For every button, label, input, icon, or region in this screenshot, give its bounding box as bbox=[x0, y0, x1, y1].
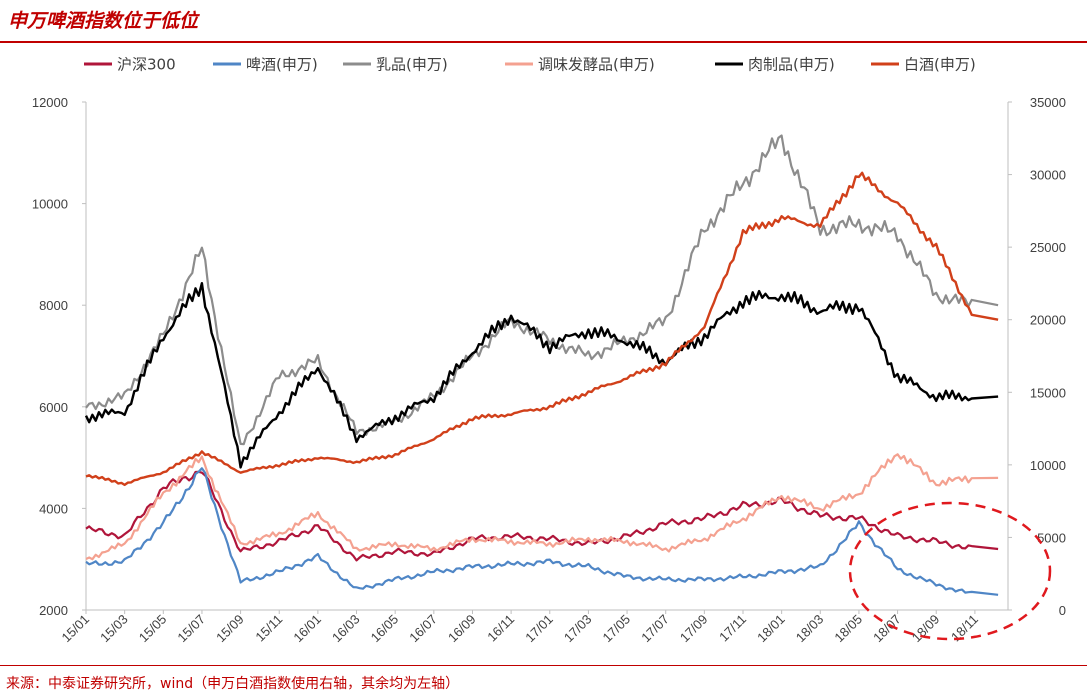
right-tick-label: 10000 bbox=[1030, 458, 1066, 473]
x-tick-label: 18/01 bbox=[754, 612, 788, 646]
legend-label: 啤酒(申万) bbox=[246, 56, 318, 74]
right-tick-label: 15000 bbox=[1030, 385, 1066, 400]
x-tick-label: 17/09 bbox=[677, 612, 711, 646]
x-tick-label: 16/11 bbox=[484, 612, 517, 645]
x-tick-label: 18/05 bbox=[831, 612, 865, 646]
series-line-3 bbox=[85, 453, 999, 561]
x-tick-label: 16/07 bbox=[406, 612, 440, 646]
left-tick-label: 8000 bbox=[39, 298, 68, 313]
right-tick-label: 0 bbox=[1059, 603, 1066, 618]
x-tick-label: 16/01 bbox=[290, 612, 324, 646]
series-line-0 bbox=[85, 470, 999, 562]
title-divider bbox=[0, 41, 1087, 43]
x-tick-label: 18/03 bbox=[793, 612, 827, 646]
x-tick-label: 16/09 bbox=[445, 612, 479, 646]
legend-label: 乳品(申万) bbox=[376, 56, 448, 74]
chart-title: 申万啤酒指数位于低位 bbox=[8, 10, 199, 32]
right-tick-label: 20000 bbox=[1030, 313, 1066, 328]
series-line-1 bbox=[85, 467, 999, 596]
x-tick-label: 16/05 bbox=[368, 612, 402, 646]
x-tick-label: 15/09 bbox=[213, 612, 247, 646]
source-note: 来源：中泰证券研究所，wind（申万白酒指数使用右轴，其余均为左轴） bbox=[6, 676, 460, 692]
x-tick-label: 17/01 bbox=[522, 612, 556, 646]
x-tick-label: 17/11 bbox=[716, 612, 749, 645]
series-line-2 bbox=[85, 134, 999, 446]
legend-label: 调味发酵品(申万) bbox=[538, 56, 655, 74]
left-tick-label: 12000 bbox=[32, 95, 68, 110]
annotation bbox=[848, 501, 1052, 641]
x-tick-label: 15/11 bbox=[252, 612, 285, 645]
left-tick-label: 4000 bbox=[39, 501, 68, 516]
left-tick-label: 10000 bbox=[32, 197, 68, 212]
x-tick-label: 17/03 bbox=[561, 612, 595, 646]
x-tick-label: 15/03 bbox=[97, 612, 131, 646]
line-chart: 沪深300 啤酒(申万) 乳品(申万) 调味发酵品(申万) 肉制品(申万) 白酒(申万) … bbox=[32, 56, 1066, 646]
series-line-5 bbox=[85, 171, 999, 487]
highlight-ellipse bbox=[848, 501, 1052, 641]
right-tick-label: 30000 bbox=[1030, 168, 1066, 183]
right-tick-label: 25000 bbox=[1030, 240, 1066, 255]
series-lines bbox=[84, 134, 999, 596]
x-tick-label: 15/05 bbox=[136, 612, 170, 646]
x-tick-label: 17/07 bbox=[638, 612, 672, 646]
series-line-4 bbox=[84, 282, 999, 469]
legend: 沪深300 啤酒(申万) 乳品(申万) 调味发酵品(申万) 肉制品(申万) 白酒(申万) bbox=[84, 56, 976, 74]
right-tick-label: 5000 bbox=[1037, 530, 1066, 545]
axes: 2000 4000 6000 8000 10000 12000 0 5000 10000 1500… bbox=[32, 95, 1066, 645]
x-tick-label: 18/11 bbox=[948, 612, 981, 645]
right-tick-label: 35000 bbox=[1030, 95, 1066, 110]
x-tick-label: 18/09 bbox=[909, 612, 943, 646]
x-tick-label: 17/05 bbox=[600, 612, 634, 646]
x-tick-label: 15/07 bbox=[174, 612, 208, 646]
left-tick-label: 6000 bbox=[39, 400, 68, 415]
legend-label: 白酒(申万) bbox=[904, 56, 976, 74]
footer-divider bbox=[0, 665, 1087, 666]
legend-label: 肉制品(申万) bbox=[748, 56, 835, 74]
legend-label: 沪深300 bbox=[117, 56, 176, 74]
left-tick-label: 2000 bbox=[39, 603, 68, 618]
x-tick-label: 16/03 bbox=[329, 612, 363, 646]
